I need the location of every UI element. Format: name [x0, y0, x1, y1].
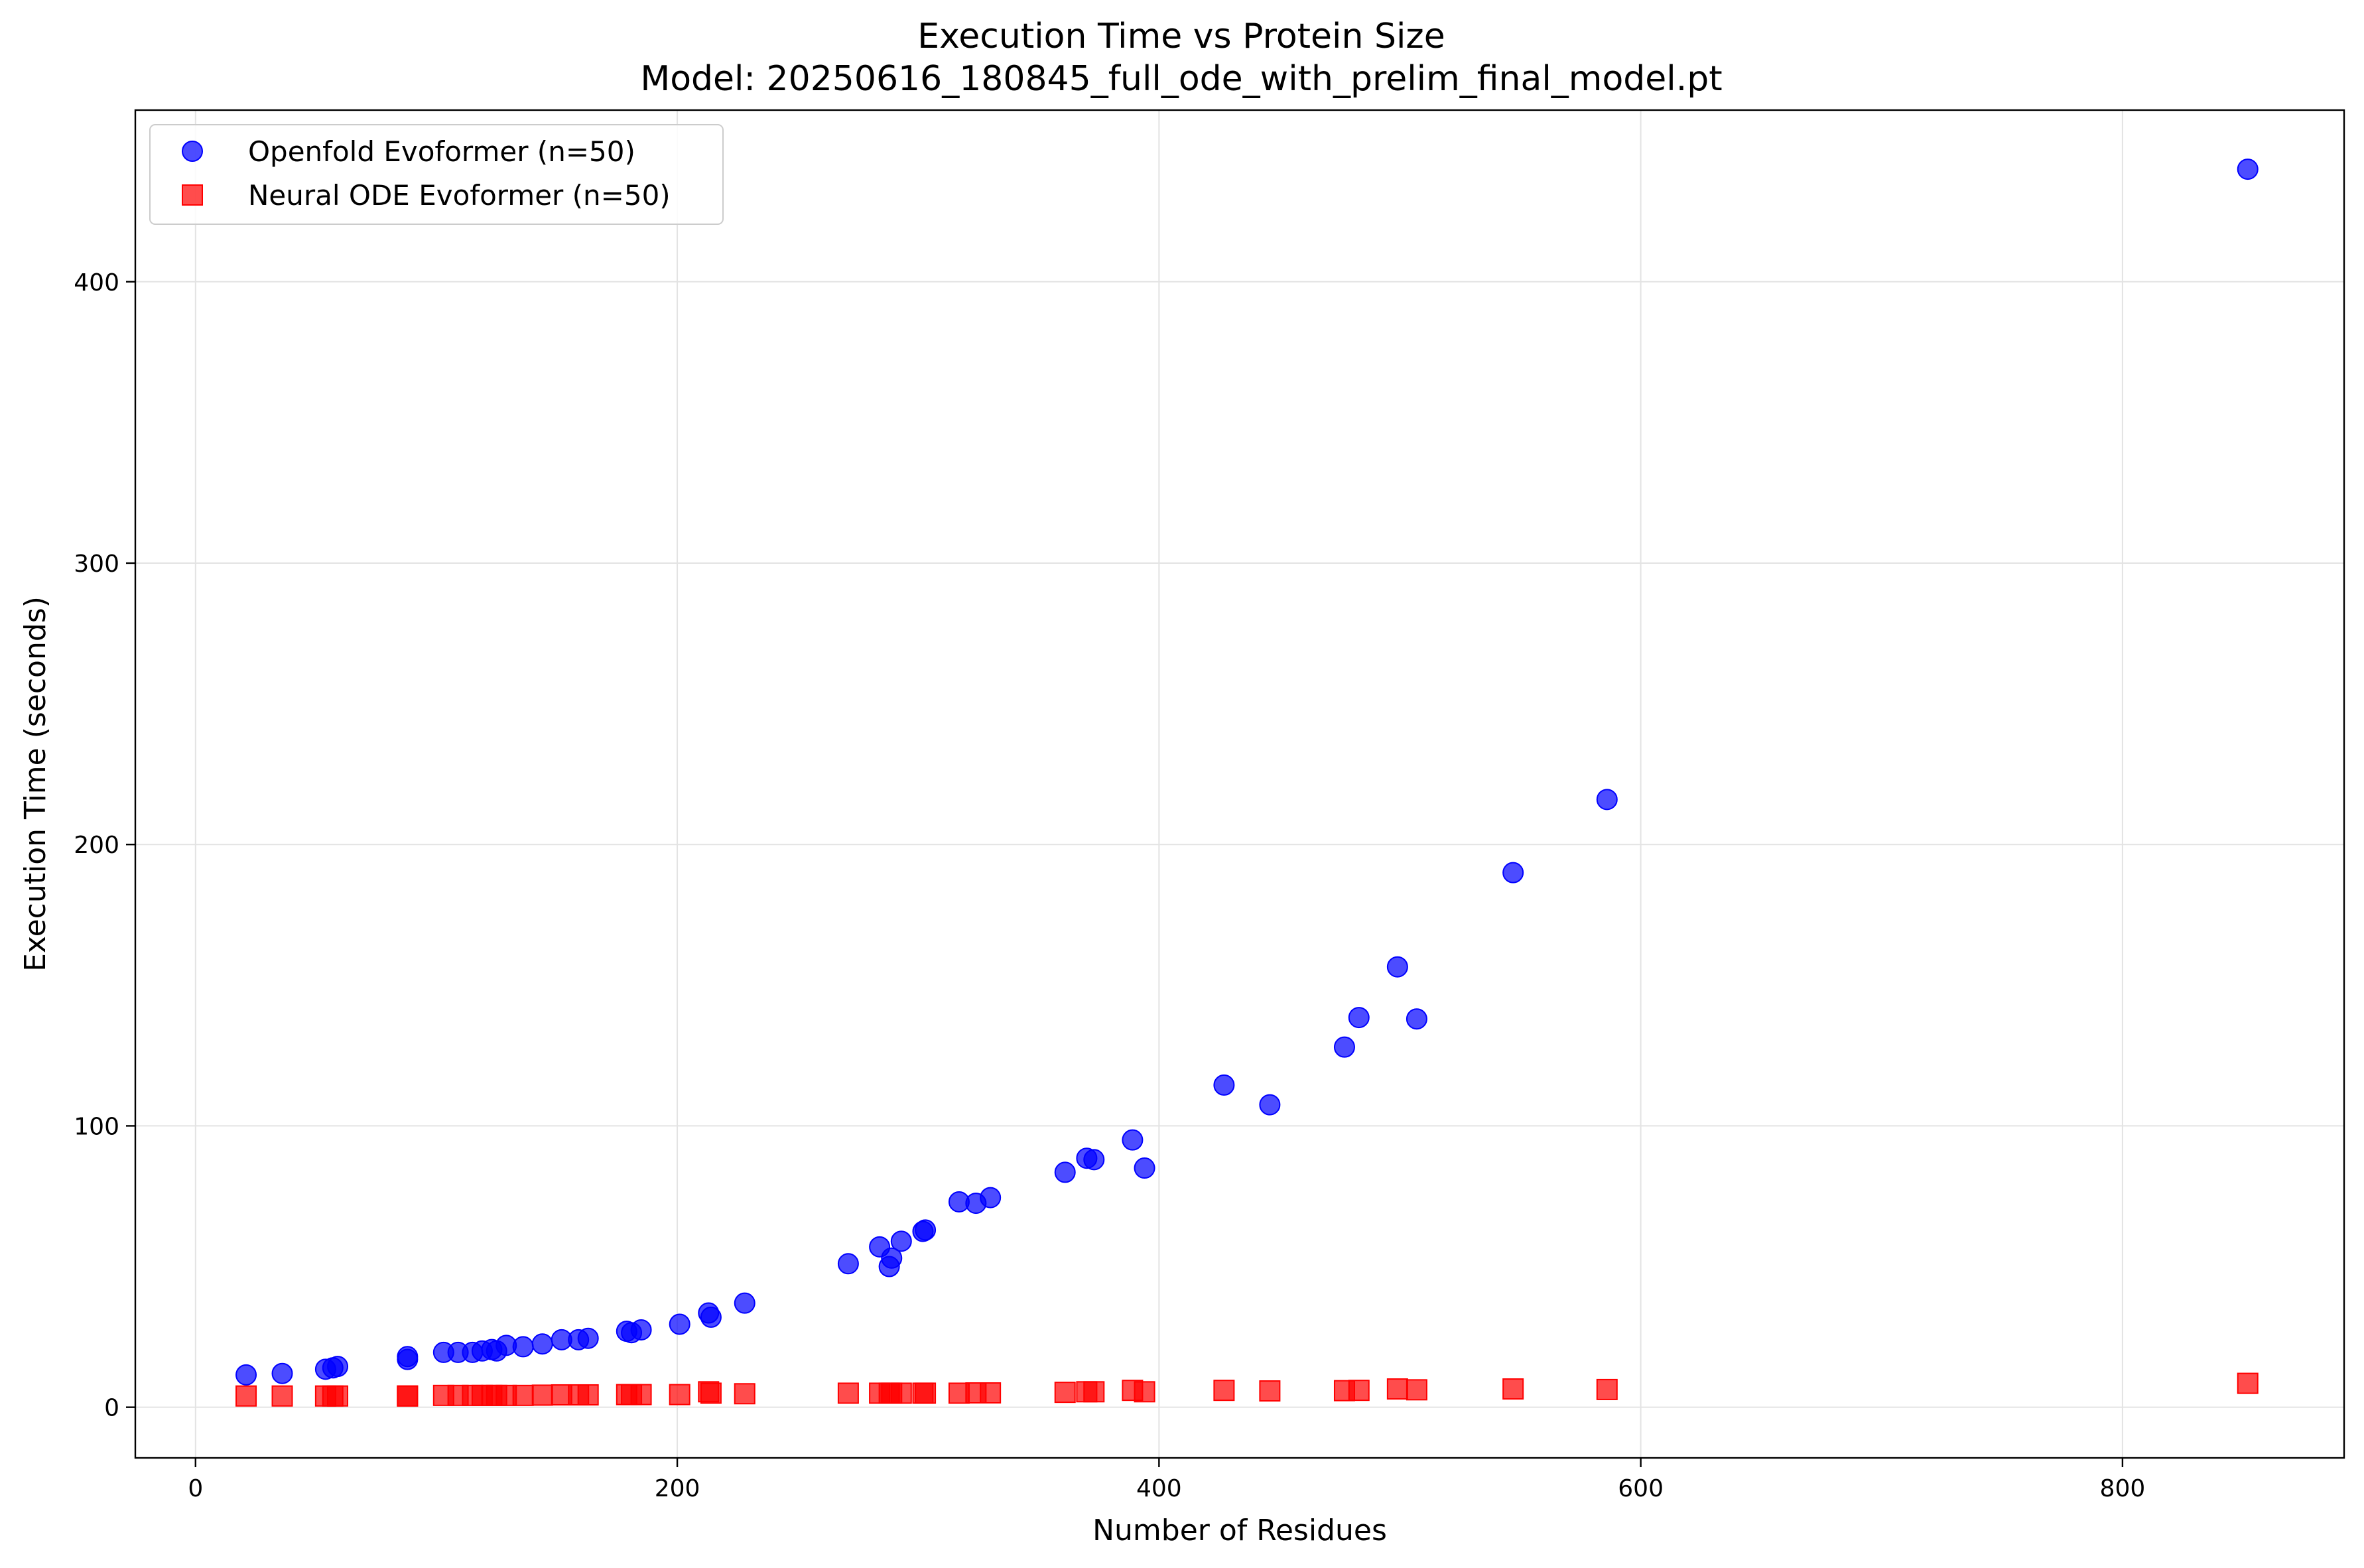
openfold-point	[1134, 1157, 1155, 1179]
openfold-point	[669, 1313, 690, 1335]
openfold-point	[577, 1327, 599, 1349]
x-tick-label: 400	[1136, 1475, 1182, 1502]
openfold-point	[915, 1219, 937, 1241]
openfold-point	[1122, 1129, 1144, 1151]
openfold-point	[327, 1356, 349, 1378]
neural-ode-point	[630, 1384, 652, 1405]
legend-marker-neural-ode	[182, 184, 203, 206]
openfold-point	[1596, 789, 1618, 811]
x-axis-label: Number of Residues	[1092, 1514, 1387, 1547]
y-axis-label: Execution Time (seconds)	[19, 596, 52, 972]
neural-ode-point	[271, 1385, 293, 1407]
openfold-point	[512, 1336, 534, 1358]
openfold-point	[890, 1230, 912, 1252]
openfold-point	[700, 1306, 722, 1328]
openfold-point	[837, 1253, 859, 1275]
grid	[135, 110, 2344, 1458]
x-axis-ticks: 0 200 400 600 800	[188, 1458, 2145, 1502]
legend-box	[149, 124, 724, 225]
neural-ode-point	[531, 1384, 553, 1406]
openfold-point	[1054, 1161, 1076, 1183]
openfold-point	[397, 1346, 419, 1368]
openfold-point	[1213, 1074, 1235, 1096]
neural-ode-point	[2237, 1372, 2259, 1394]
legend-label: Openfold Evoformer (n=50)	[248, 135, 635, 168]
openfold-point	[1259, 1094, 1281, 1116]
neural-ode-point	[327, 1385, 349, 1407]
x-tick-label: 0	[188, 1475, 203, 1502]
openfold-point	[2237, 159, 2259, 180]
plot-area-frame	[134, 109, 2345, 1459]
openfold-point	[980, 1187, 1002, 1209]
openfold-point	[630, 1319, 652, 1340]
openfold-point	[1083, 1149, 1105, 1171]
neural-ode-point	[1596, 1378, 1618, 1400]
neural-ode-point	[1213, 1380, 1235, 1402]
neural-ode-point	[915, 1382, 937, 1404]
neural-ode-point	[1259, 1380, 1281, 1402]
neural-ode-point	[235, 1385, 257, 1407]
openfold-point	[1406, 1008, 1427, 1030]
neural-ode-point	[1502, 1378, 1524, 1400]
chart-subtitle: Model: 20250616_180845_full_ode_with_pre…	[640, 59, 1722, 99]
y-tick-label: 300	[74, 551, 119, 578]
openfold-point	[1333, 1036, 1355, 1058]
data-points	[235, 159, 2259, 1407]
neural-ode-point	[397, 1385, 419, 1407]
neural-ode-point	[837, 1382, 859, 1404]
openfold-point	[734, 1292, 755, 1314]
y-tick-label: 400	[74, 269, 119, 296]
openfold-point	[1502, 862, 1524, 883]
neural-ode-point	[1348, 1380, 1370, 1402]
openfold-point	[881, 1247, 903, 1269]
legend-marker-openfold	[182, 141, 203, 162]
y-axis-ticks: 0 100 200 300 400	[74, 269, 135, 1422]
x-tick-label: 600	[1618, 1475, 1664, 1502]
y-tick-label: 0	[104, 1395, 119, 1422]
neural-ode-point	[669, 1384, 690, 1405]
neural-ode-point	[980, 1382, 1002, 1404]
legend: Openfold Evoformer (n=50) Neural ODE Evof…	[149, 124, 724, 225]
chart-title: Execution Time vs Protein Size	[917, 17, 1445, 56]
openfold-point	[1386, 956, 1408, 978]
neural-ode-point	[1054, 1382, 1076, 1404]
neural-ode-point	[512, 1384, 534, 1406]
openfold-point	[1348, 1007, 1370, 1029]
neural-ode-point	[700, 1382, 722, 1404]
x-tick-label: 200	[655, 1475, 700, 1502]
legend-label: Neural ODE Evoformer (n=50)	[248, 179, 671, 212]
y-tick-label: 200	[74, 832, 119, 859]
neural-ode-point	[1406, 1379, 1427, 1401]
neural-ode-point	[1083, 1381, 1105, 1403]
y-tick-label: 100	[74, 1113, 119, 1140]
neural-ode-point	[890, 1382, 912, 1404]
openfold-point	[531, 1333, 553, 1355]
x-tick-label: 800	[2100, 1475, 2146, 1502]
neural-ode-point	[1386, 1378, 1408, 1400]
neural-ode-point	[577, 1384, 599, 1405]
neural-ode-point	[734, 1383, 755, 1405]
openfold-point	[271, 1362, 293, 1384]
openfold-point	[235, 1364, 257, 1386]
neural-ode-point	[1134, 1381, 1155, 1403]
